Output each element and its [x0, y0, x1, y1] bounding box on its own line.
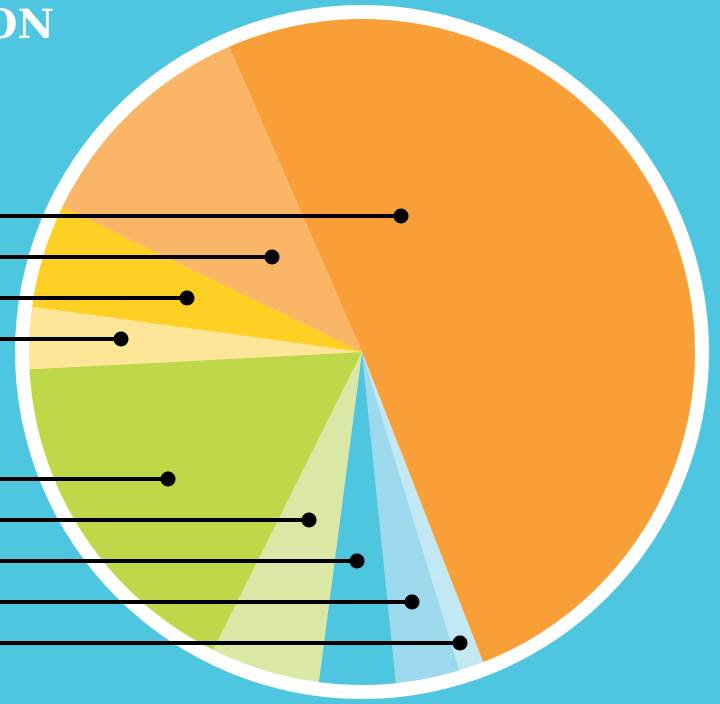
pie-slice	[29, 306, 363, 370]
pie-slice	[362, 352, 460, 684]
leader-dot	[393, 208, 409, 224]
leader-dot	[264, 249, 280, 265]
chart-title: ON	[0, 1, 54, 48]
leader-dot	[301, 512, 317, 528]
leader-dot	[179, 290, 195, 306]
leader-dot	[404, 594, 420, 610]
leader-dot	[160, 471, 176, 487]
pie-slice	[62, 46, 363, 353]
pie	[29, 19, 695, 685]
leader-dot	[452, 635, 468, 651]
pie-slice	[32, 206, 362, 352]
pie-slice	[229, 19, 695, 663]
pie-slice	[362, 352, 484, 671]
pie-slice	[29, 352, 362, 650]
leader-dot	[113, 331, 129, 347]
leader-dot	[349, 553, 365, 569]
pie-slice	[213, 352, 362, 683]
leader-lines	[0, 208, 468, 651]
